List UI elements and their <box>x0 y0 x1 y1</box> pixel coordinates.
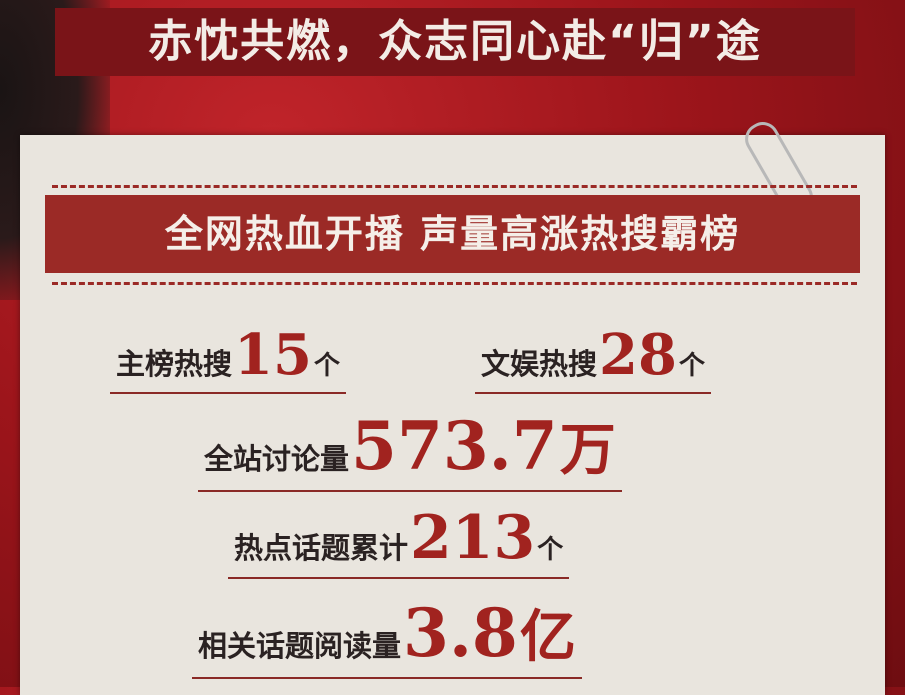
banner-heading: 全网热血开播 声量高涨热搜霸榜 <box>45 195 860 273</box>
stat-label: 相关话题阅读量 <box>198 629 402 663</box>
stat-label: 主榜热搜 <box>116 347 233 381</box>
stat-entertainment-hot-search: 文娱热搜 28 个 <box>475 322 711 394</box>
divider <box>52 282 857 285</box>
stat-label: 全站讨论量 <box>204 442 350 476</box>
stat-unit: 个 <box>537 535 564 565</box>
stat-main-hot-search: 主榜热搜 15 个 <box>110 322 346 394</box>
poster-title: 赤忱共燃，众志同心赴“归”途 <box>55 8 855 76</box>
stat-unit: 个 <box>313 351 340 381</box>
stat-hot-topics: 热点话题累计 213 个 <box>228 503 570 579</box>
divider <box>52 185 857 188</box>
stat-value: 3.8 <box>403 594 518 672</box>
stat-value: 573.7 <box>351 407 558 485</box>
stat-unit: 亿 <box>519 605 576 670</box>
stat-value: 213 <box>410 503 536 573</box>
stat-unit: 个 <box>678 351 705 381</box>
stat-label: 热点话题累计 <box>234 531 409 565</box>
stat-value: 28 <box>599 322 677 388</box>
stat-topic-reads: 相关话题阅读量 3.8 亿 <box>192 592 582 679</box>
stat-discussion-volume: 全站讨论量 573.7 万 <box>198 405 622 492</box>
stat-value: 15 <box>234 322 312 388</box>
stat-label: 文娱热搜 <box>481 347 598 381</box>
stat-unit: 万 <box>559 418 616 483</box>
